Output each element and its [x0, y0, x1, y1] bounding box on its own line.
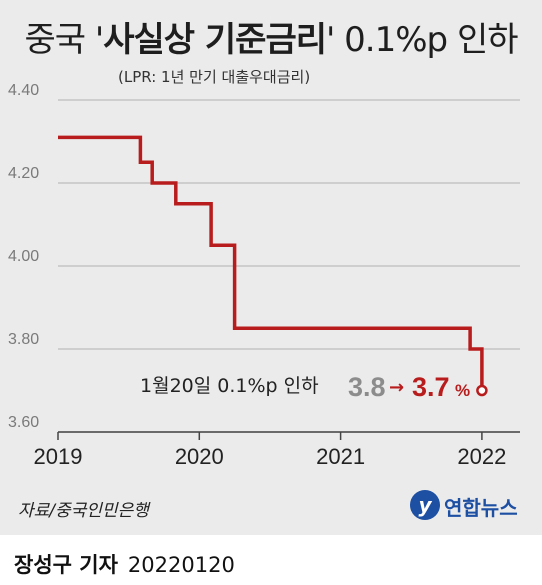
title-suffix: ' 0.1%p 인하: [326, 20, 518, 60]
latest-point-marker: [476, 384, 488, 397]
chart-subtitle: (LPR: 1년 만기 대출우대금리): [118, 68, 311, 86]
annotation-label: 1월20일 0.1%p 인하: [140, 375, 319, 397]
annotation-from-value: 3.8: [348, 372, 386, 402]
source-note: 자료/중국인민은행: [18, 501, 149, 521]
annotation-arrow: →: [389, 377, 404, 398]
x-tick-label: 2022: [457, 444, 506, 469]
y-tick-label: 3.60: [8, 414, 39, 431]
infographic-card: 중국 '사실상 기준금리' 0.1%p 인하 (LPR: 1년 만기 대출우대금…: [0, 0, 542, 535]
y-tick-label: 4.20: [8, 165, 39, 182]
lpr-step-chart: 4.40 4.20 4.00 3.80 3.60 2019 2020 2021 2022 1월20…: [8, 82, 520, 469]
y-tick-label: 4.40: [8, 82, 39, 99]
x-tick-label: 2020: [175, 444, 224, 469]
x-tick-label: 2021: [316, 444, 365, 469]
annotation-unit: %: [455, 381, 470, 400]
lpr-series-line: [58, 135, 484, 391]
title-bold: 사실상 기준금리: [103, 20, 327, 60]
annotation-to-value: 3.7: [412, 372, 450, 402]
y-tick-label: 3.80: [8, 331, 39, 348]
yonhap-logo-icon: y: [410, 490, 440, 520]
publish-date: 20220120: [127, 553, 235, 577]
yonhap-logo: y 연합뉴스: [410, 488, 532, 524]
chart-title: 중국 '사실상 기준금리' 0.1%p 인하: [0, 12, 542, 61]
x-tick-label: 2019: [34, 444, 83, 469]
y-tick-label: 4.00: [8, 248, 39, 265]
title-prefix: 중국 ': [24, 20, 105, 60]
reporter-name: 장성구 기자: [14, 553, 118, 577]
byline: 장성구 기자 20220120: [14, 549, 235, 579]
yonhap-logo-text: 연합뉴스: [444, 496, 518, 520]
